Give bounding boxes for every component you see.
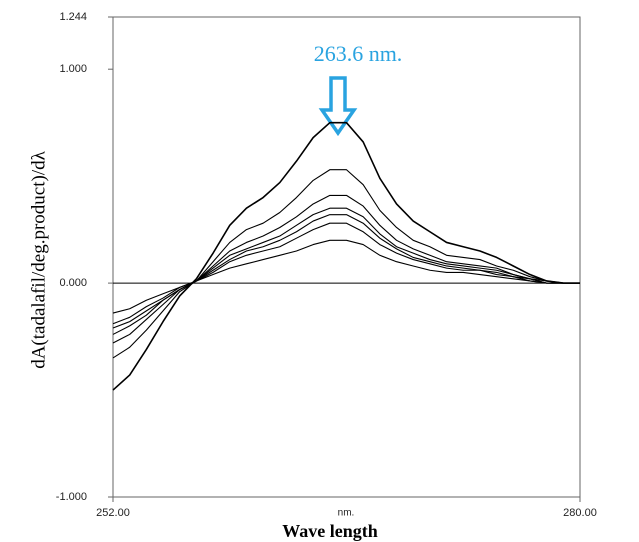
y-axis-label: dA(tadalafil/deg.product)/dλ [28, 150, 49, 368]
spectrum-line [112, 207, 580, 335]
x-tick-label: 252.00 [96, 507, 130, 519]
spectrum-line [112, 169, 580, 359]
y-tick-label: 1.244 [59, 11, 87, 23]
annotation: 263.6 nm. [314, 41, 403, 66]
spectrum-line [112, 214, 580, 329]
plot-frame [112, 16, 581, 498]
annotation-arrow [318, 76, 358, 137]
y-tick-label: 1.000 [59, 63, 87, 75]
x-tick-label: 280.00 [563, 507, 597, 519]
x-unit: nm. [338, 508, 355, 519]
spectrum-line [112, 121, 580, 391]
x-axis-label: Wave length [282, 521, 378, 541]
y-tick-label: 0.000 [59, 277, 87, 289]
y-tick-label: -1.000 [56, 491, 87, 503]
spectrum-line [112, 239, 580, 314]
